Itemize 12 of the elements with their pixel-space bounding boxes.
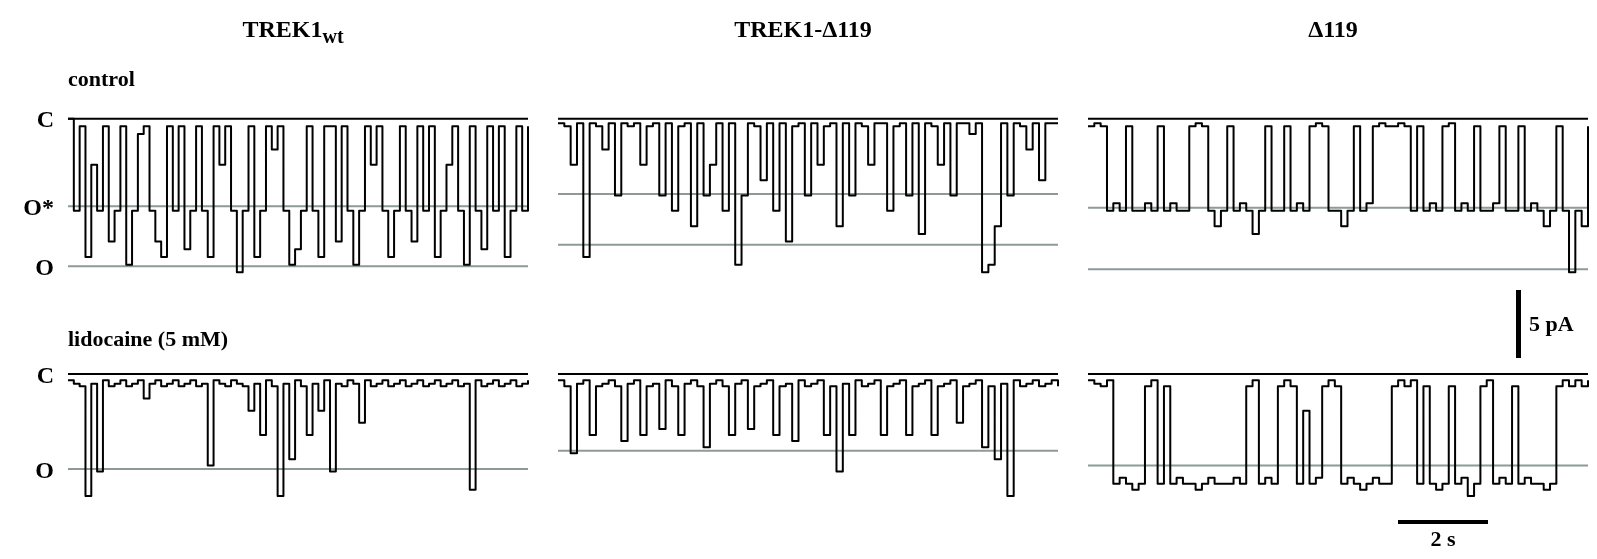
ref-line-label: O <box>35 253 54 280</box>
ref-line-label: C <box>36 361 54 388</box>
chart-title: Δ119 <box>1307 16 1359 43</box>
ref-line-label: O* <box>23 193 54 220</box>
chart-subtitle: lidocaine (5 mM) <box>68 326 229 352</box>
scale-bar: 5 pA <box>1516 290 1574 358</box>
chart-title: TREK1$_{wt}$ <box>241 16 345 48</box>
scale-bar: 2 s <box>1398 520 1488 552</box>
chart-subtitle: control <box>68 66 135 92</box>
ref-line-label: O <box>35 456 54 483</box>
chart-title: TREK1-Δ119 <box>733 16 873 43</box>
ref-line-label: C <box>36 106 54 133</box>
